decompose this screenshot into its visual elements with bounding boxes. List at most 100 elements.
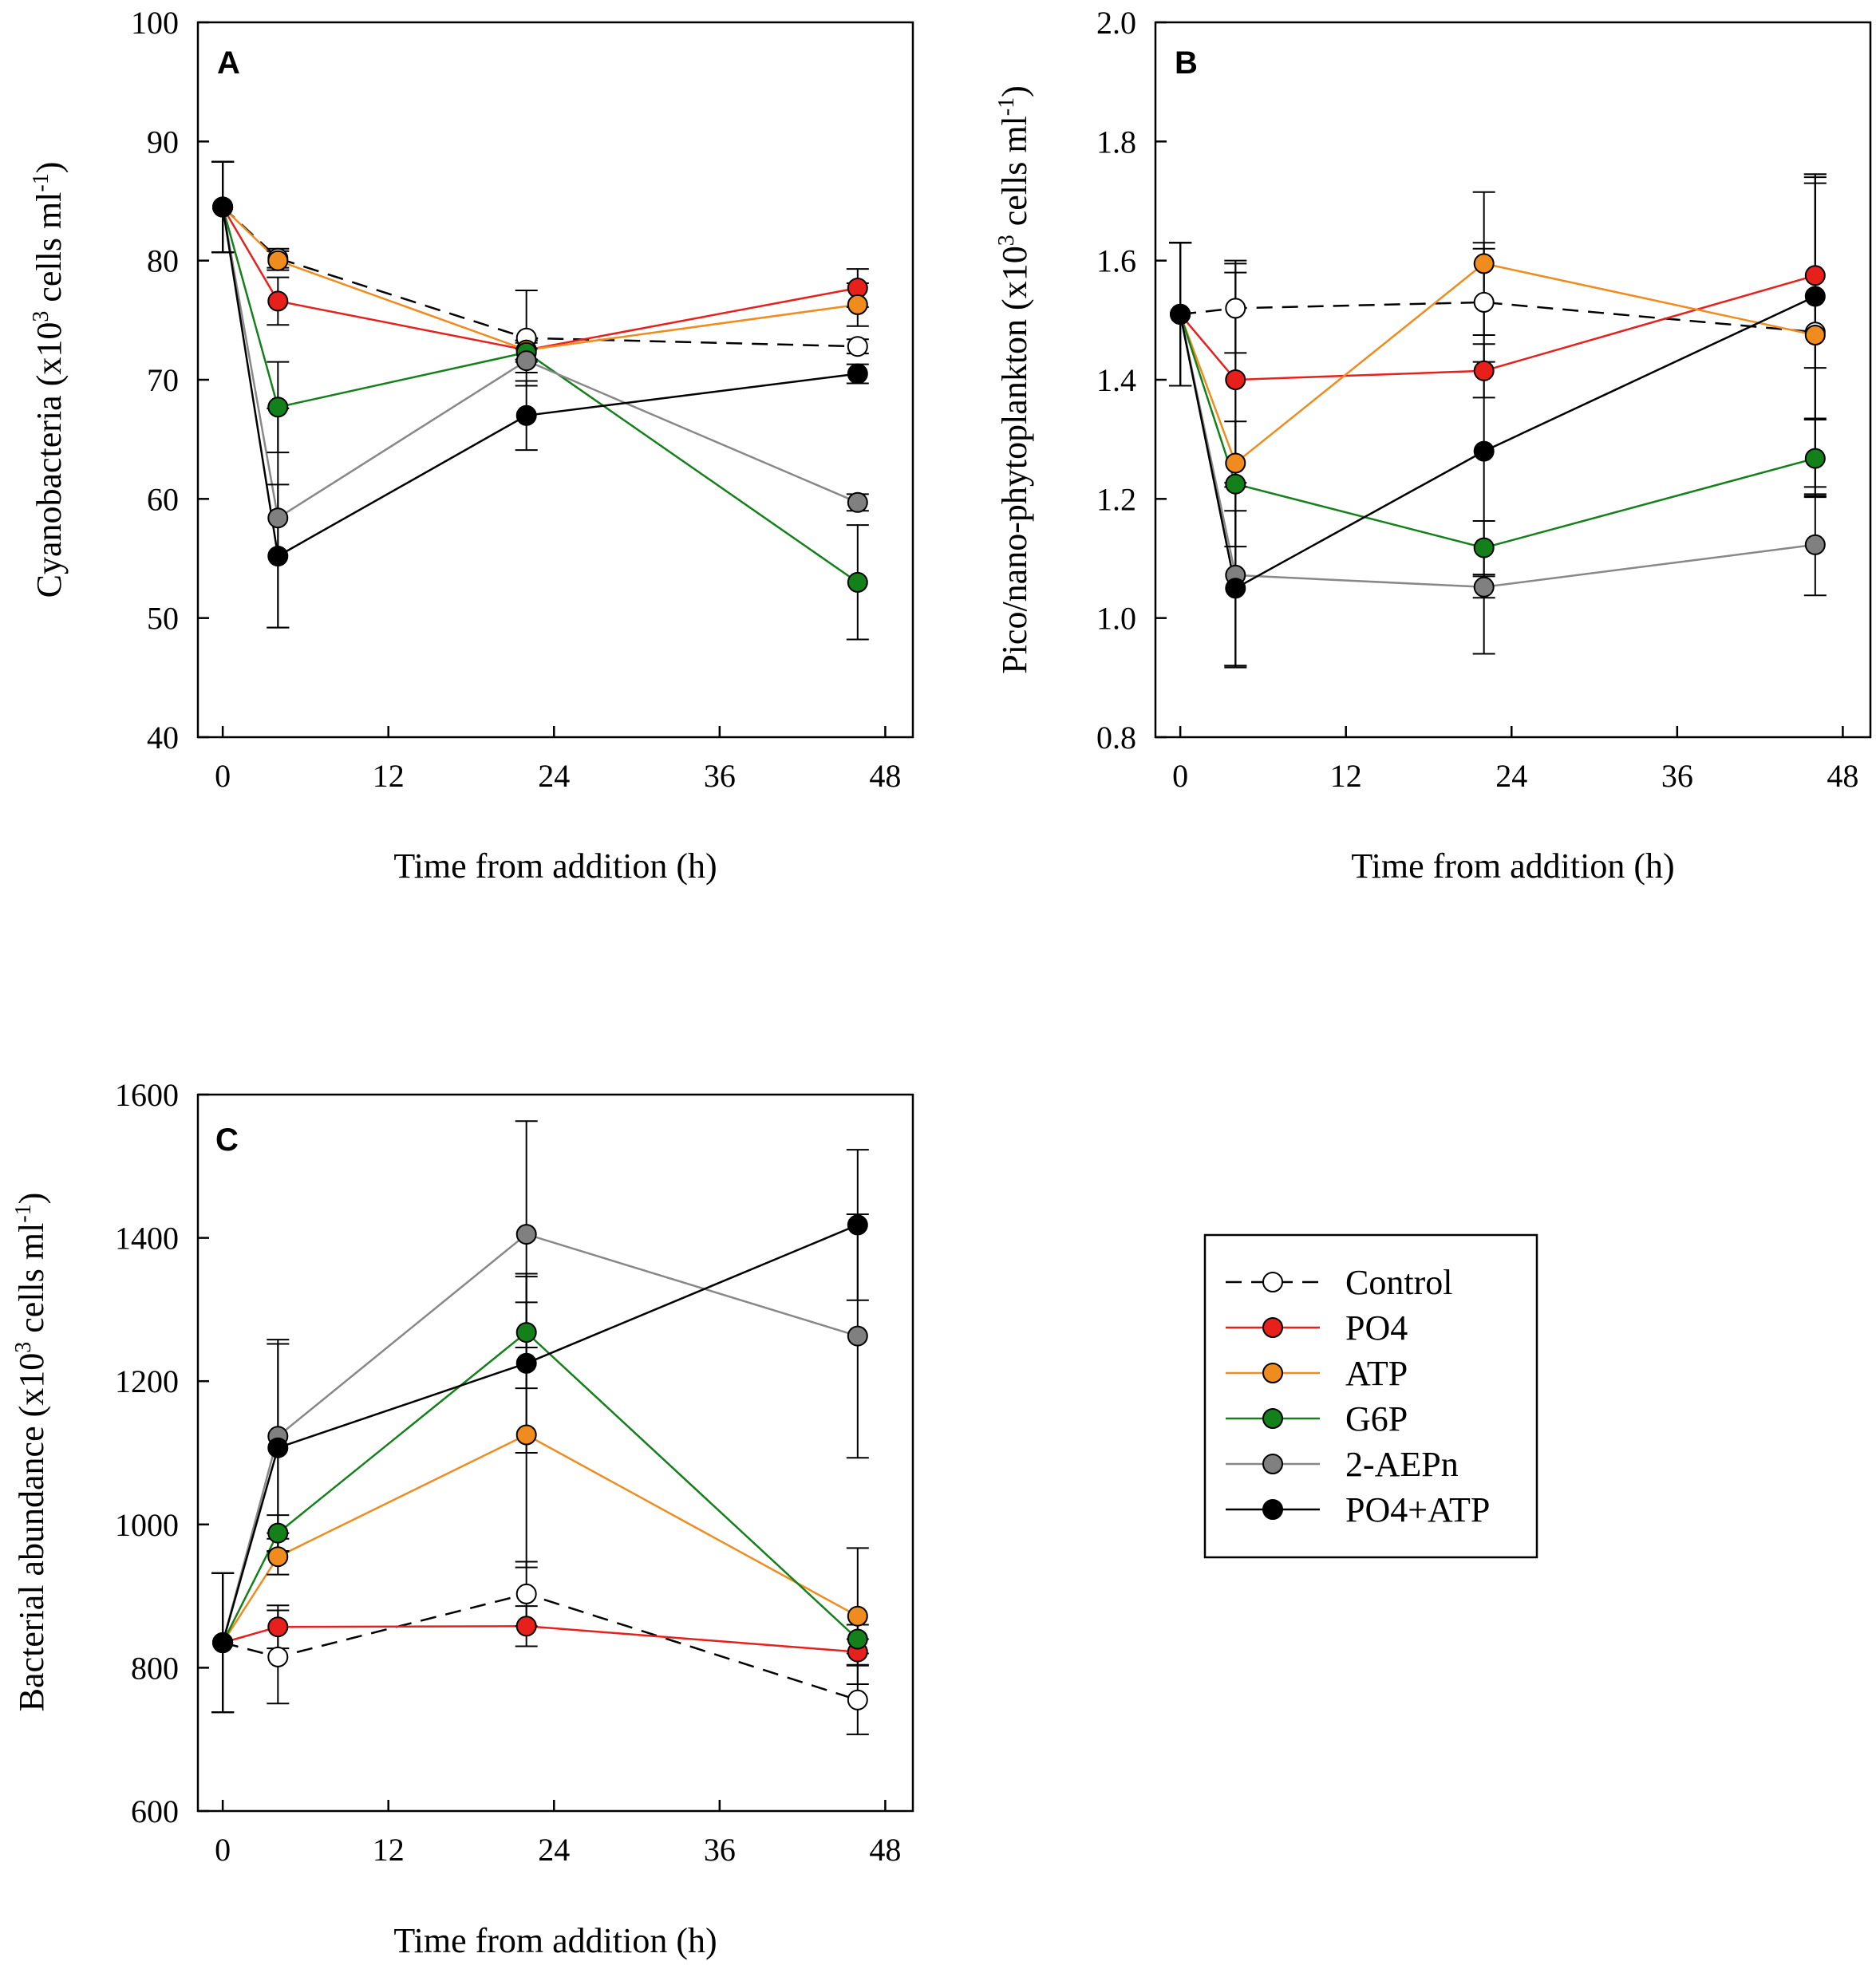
- series-line-atp: [222, 1434, 859, 1643]
- point-2-aepn: [267, 507, 289, 529]
- point-2-aepn: [515, 1224, 537, 1245]
- legend-marker: [1262, 1317, 1283, 1338]
- y-tick-label: 50: [147, 601, 179, 637]
- point-g6p: [267, 1522, 289, 1544]
- legend-entry-g6p: G6P: [1226, 1399, 1408, 1438]
- series-lines: [221, 1224, 859, 1701]
- legend-marker: [1262, 1454, 1283, 1474]
- data-markers: [212, 1214, 868, 1710]
- series-line-po4-atp: [221, 1224, 859, 1643]
- point-2-aepn: [847, 491, 868, 513]
- point-control: [847, 336, 868, 357]
- y-tick-label: 1400: [115, 1221, 179, 1257]
- x-tick-label: 36: [704, 758, 736, 794]
- series-line-g6p: [221, 207, 859, 583]
- legend-marker: [1262, 1272, 1283, 1292]
- point-po4-atp: [267, 1437, 289, 1458]
- point-2-aepn: [515, 350, 537, 372]
- data-markers: [1170, 253, 1826, 599]
- panel-c-letter: C: [215, 1123, 239, 1158]
- point-po4: [1473, 360, 1495, 381]
- point-po4-atp: [212, 1632, 234, 1653]
- x-tick-label: 36: [1661, 758, 1693, 794]
- series-line-atp: [222, 206, 858, 351]
- y-tick-label: 0.8: [1096, 720, 1136, 756]
- point-atp: [847, 1605, 868, 1627]
- legend-marker: [1262, 1408, 1283, 1429]
- y-tick-label: 1600: [115, 1077, 179, 1113]
- point-2-aepn: [1804, 534, 1826, 555]
- point-control: [1225, 298, 1246, 319]
- legend-entry-control: Control: [1226, 1263, 1452, 1302]
- series-line-control: [222, 1592, 859, 1701]
- point-control: [1473, 291, 1495, 313]
- legend: Control PO4 ATP G6P 2-AEPn PO4+ATP: [1203, 1233, 1538, 1559]
- x-tick-label: 0: [1172, 758, 1188, 794]
- point-atp: [267, 1546, 289, 1568]
- series-line-po4: [222, 206, 859, 351]
- legend-entry-po4: PO4: [1226, 1308, 1408, 1347]
- series-line-po4: [222, 1625, 858, 1653]
- panel-b-plot: [1169, 173, 1827, 669]
- y-tick-label: 600: [131, 1793, 179, 1829]
- y-tick-label: 1200: [115, 1363, 179, 1399]
- y-tick-label: 2.0: [1096, 5, 1136, 41]
- legend-label: G6P: [1345, 1399, 1408, 1438]
- legend-entry-atp: ATP: [1226, 1354, 1408, 1393]
- point-po4: [1804, 265, 1826, 286]
- panel-c: C Time from addition (h) Bacterial abund…: [11, 1077, 914, 1960]
- point-po4-atp: [1170, 303, 1191, 325]
- point-g6p: [1804, 448, 1826, 469]
- data-markers: [212, 196, 868, 593]
- panel-b: B Time from addition (h) Pico/nano-phyto…: [994, 5, 1872, 886]
- x-tick-label: 12: [373, 1832, 405, 1868]
- point-po4-atp: [515, 404, 537, 426]
- y-tick-label: 1000: [115, 1507, 179, 1543]
- x-tick-label: 24: [538, 758, 570, 794]
- point-atp: [1473, 253, 1495, 274]
- point-g6p: [267, 397, 289, 418]
- y-tick-label: 40: [147, 720, 179, 756]
- series-lines: [221, 206, 859, 583]
- panel-a-y-axis-title: Cyanobacteria (x103 cells ml-1): [29, 162, 69, 598]
- panel-a: A Time from addition (h) Cyanobacteria (…: [29, 5, 914, 886]
- y-tick-label: 80: [147, 243, 179, 279]
- panel-c-ticks: 0 12 24 36 48 600 800 1000 1200 1400 1600: [115, 1077, 901, 1868]
- panel-a-plot: [211, 160, 869, 641]
- y-tick-label: 1.6: [1096, 243, 1136, 279]
- point-po4: [1225, 369, 1246, 390]
- series-line-2-aepn: [221, 207, 859, 520]
- series-line-2-aepn: [1179, 314, 1815, 589]
- point-atp: [515, 1424, 537, 1446]
- point-po4: [267, 1616, 289, 1638]
- panel-c-y-axis-title: Bacterial abundance (x103 cells ml-1): [11, 1193, 51, 1712]
- x-tick-label: 48: [869, 758, 901, 794]
- y-tick-label: 1.2: [1096, 481, 1136, 517]
- y-tick-label: 1.8: [1096, 124, 1136, 160]
- legend-label: ATP: [1345, 1354, 1408, 1393]
- x-tick-label: 12: [373, 758, 405, 794]
- panel-c-x-axis-title: Time from addition (h): [393, 1921, 717, 1960]
- y-tick-label: 70: [147, 362, 179, 398]
- y-tick-label: 1.4: [1096, 362, 1136, 398]
- series-line-2-aepn: [221, 1233, 859, 1643]
- point-po4-atp: [847, 363, 868, 385]
- legend-label: PO4+ATP: [1345, 1490, 1490, 1529]
- panel-c-plot: [211, 1120, 869, 1735]
- legend-label: PO4: [1345, 1308, 1408, 1347]
- point-po4-atp: [1225, 578, 1246, 599]
- y-tick-label: 800: [131, 1650, 179, 1686]
- point-po4-atp: [847, 1214, 868, 1236]
- legend-label: Control: [1345, 1263, 1452, 1302]
- point-po4-atp: [1804, 286, 1826, 307]
- series-line-po4: [1179, 274, 1816, 381]
- series-line-po4-atp: [221, 207, 858, 558]
- point-g6p: [1225, 473, 1246, 495]
- point-po4: [267, 290, 289, 312]
- series-line-atp: [1179, 262, 1816, 465]
- point-atp: [267, 250, 289, 271]
- point-control: [267, 1646, 289, 1667]
- y-tick-label: 100: [131, 5, 179, 41]
- point-g6p: [1473, 537, 1495, 558]
